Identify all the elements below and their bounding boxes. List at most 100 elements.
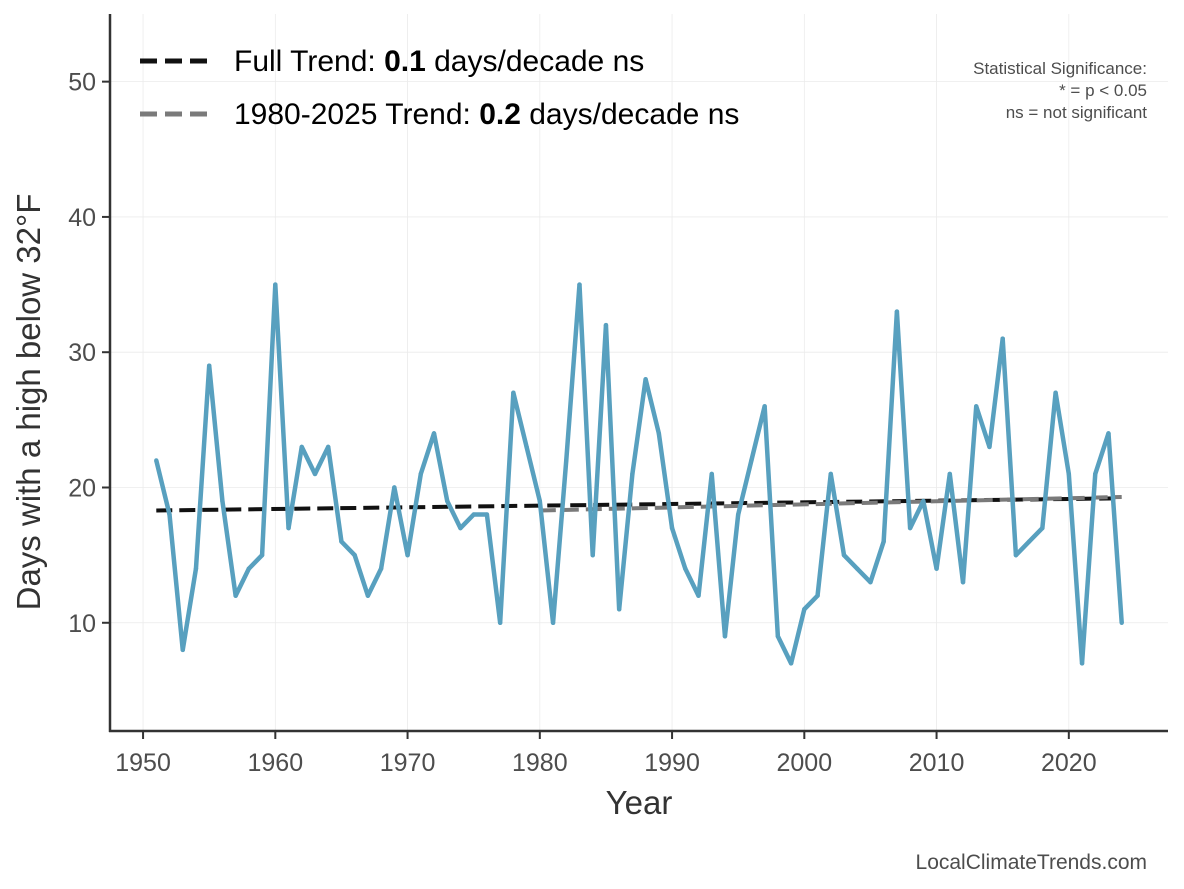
data-point xyxy=(709,471,714,477)
data-point xyxy=(246,566,252,571)
data-point xyxy=(392,485,397,490)
legend-unit: days/decade ns xyxy=(521,98,739,131)
y-tick-label: 20 xyxy=(68,474,96,502)
significance-note-line: Statistical Significance: xyxy=(973,59,1147,78)
data-point xyxy=(868,579,873,585)
x-tick-label: 1990 xyxy=(644,749,700,777)
data-point xyxy=(1013,552,1019,558)
data-point xyxy=(907,525,913,531)
series-line xyxy=(154,282,1124,666)
data-point xyxy=(696,593,701,598)
data-point xyxy=(1079,661,1085,666)
data-point xyxy=(273,282,278,287)
data-point xyxy=(206,363,212,368)
trend-line xyxy=(539,494,1122,513)
data-point xyxy=(167,512,172,517)
data-point xyxy=(365,593,371,598)
data-point xyxy=(881,539,886,544)
data-point xyxy=(193,566,199,571)
data-point xyxy=(312,471,318,477)
data-point xyxy=(934,566,939,571)
data-point xyxy=(735,512,741,517)
data-point xyxy=(669,525,675,531)
data-point xyxy=(630,471,635,477)
significance-note-line: ns = not significant xyxy=(1006,103,1148,122)
data-point xyxy=(683,566,688,571)
data-point xyxy=(603,322,609,328)
data-point xyxy=(1000,336,1005,341)
data-point xyxy=(154,458,159,463)
data-point xyxy=(722,634,728,639)
significance-note: Statistical Significance: * = p < 0.05 ns … xyxy=(973,59,1147,122)
x-tick-label: 1950 xyxy=(115,749,171,777)
x-tick-label: 1960 xyxy=(248,749,304,777)
legend-entry: 1980-2025 Trend: 0.2 days/decade ns xyxy=(234,98,739,131)
legend: Full Trend: 0.1 days/decade ns 1980-2025 … xyxy=(140,45,739,131)
y-axis-title: Days with a high below 32°F xyxy=(10,194,47,611)
y-tick-label: 10 xyxy=(68,610,96,638)
legend-unit: days/decade ns xyxy=(426,45,644,78)
data-point xyxy=(524,444,529,450)
data-point xyxy=(841,552,847,558)
data-point xyxy=(788,661,794,666)
data-point xyxy=(960,579,966,585)
data-point xyxy=(497,620,503,625)
data-point xyxy=(537,498,543,504)
y-tick-label: 50 xyxy=(68,69,96,97)
data-point xyxy=(378,566,384,571)
data-point xyxy=(974,404,979,409)
legend-value: 0.2 xyxy=(479,98,521,131)
data-point xyxy=(220,498,225,504)
data-point xyxy=(987,444,992,450)
x-tick-label: 1970 xyxy=(380,749,436,777)
data-point xyxy=(233,593,238,598)
data-point xyxy=(749,458,754,463)
data-point xyxy=(484,512,490,517)
data-point xyxy=(762,404,767,409)
data-point xyxy=(1119,620,1124,625)
data-point xyxy=(775,634,781,639)
data-point xyxy=(326,444,331,450)
data-point xyxy=(894,309,900,314)
legend-entry: Full Trend: 0.1 days/decade ns xyxy=(234,45,644,78)
data-point xyxy=(458,525,463,531)
data-point xyxy=(352,552,357,558)
data-point xyxy=(815,593,820,598)
data-point xyxy=(511,390,516,395)
data-point xyxy=(471,512,476,517)
data-point xyxy=(286,525,291,531)
data-point xyxy=(643,377,648,382)
data-point xyxy=(1093,471,1098,477)
data-point xyxy=(1040,525,1045,531)
data-point xyxy=(418,471,423,477)
data-point xyxy=(1106,431,1111,436)
data-point xyxy=(656,431,662,436)
data-series xyxy=(154,282,1124,666)
axes xyxy=(108,14,1168,733)
data-point xyxy=(180,647,185,653)
legend-value: 0.1 xyxy=(384,45,426,78)
data-point xyxy=(259,552,265,558)
data-point xyxy=(550,620,556,625)
data-point xyxy=(590,552,595,558)
data-point xyxy=(445,498,450,504)
significance-note-line: * = p < 0.05 xyxy=(1059,81,1147,100)
x-tick-label: 2000 xyxy=(777,749,833,777)
x-tick-label: 2010 xyxy=(909,749,965,777)
x-tick-label: 1980 xyxy=(512,749,568,777)
data-point xyxy=(431,431,437,436)
legend-label: 1980-2025 Trend: xyxy=(234,98,479,131)
data-point xyxy=(855,566,860,571)
ticks: 1950 1960 1970 1980 1990 2000 2010 2020 10 20 30 40… xyxy=(68,69,1096,777)
grid xyxy=(110,14,1168,731)
y-tick-label: 40 xyxy=(68,204,96,232)
data-point xyxy=(577,282,582,287)
data-point xyxy=(405,552,410,558)
data-point xyxy=(616,607,622,612)
data-point xyxy=(1053,390,1058,395)
data-point xyxy=(1066,471,1072,477)
data-point xyxy=(828,471,833,477)
credit: LocalClimateTrends.com xyxy=(916,851,1147,874)
data-point xyxy=(921,498,926,504)
